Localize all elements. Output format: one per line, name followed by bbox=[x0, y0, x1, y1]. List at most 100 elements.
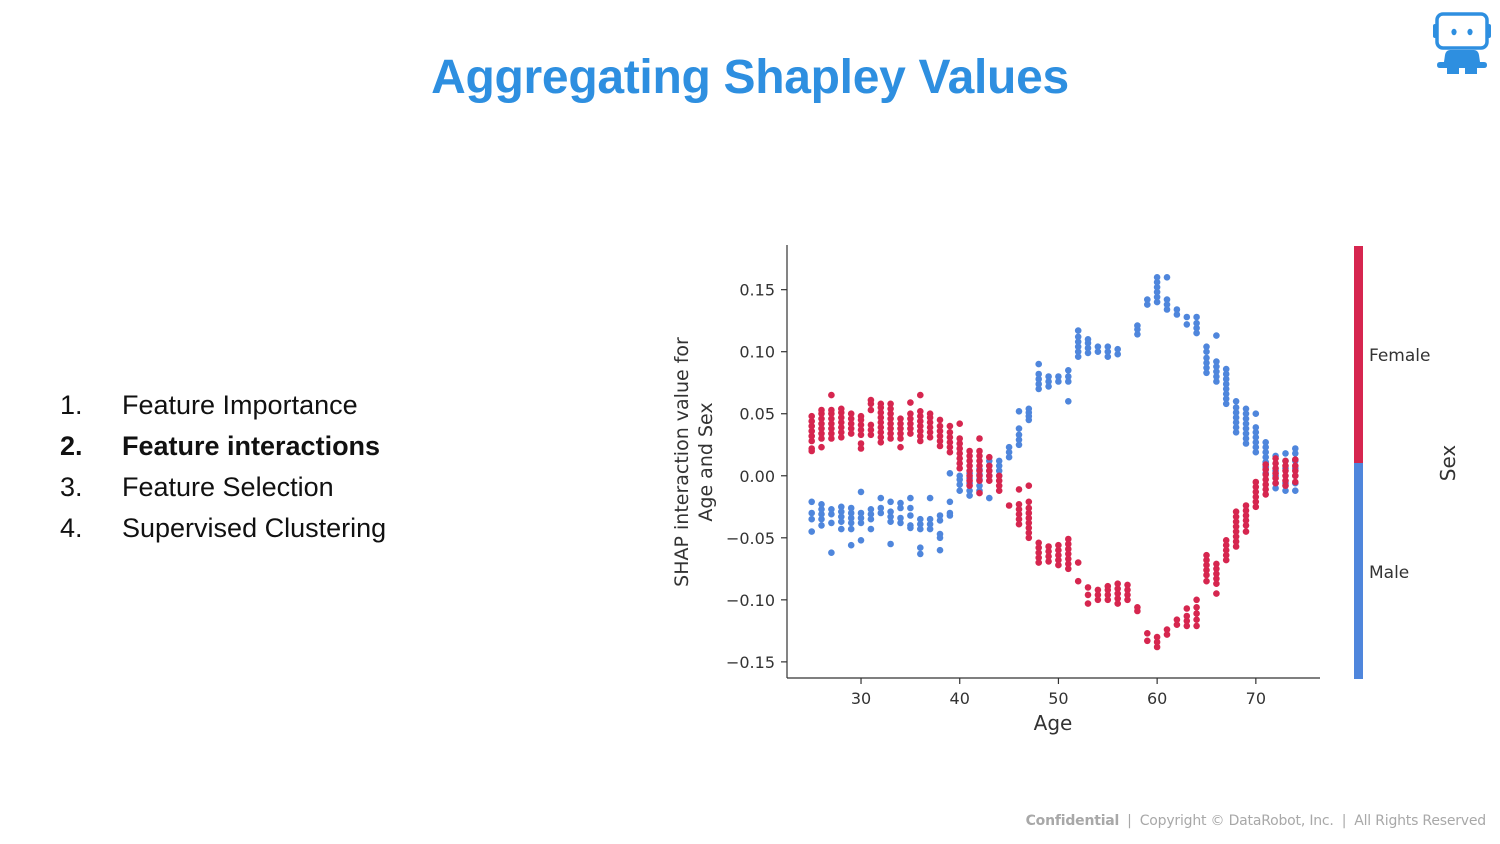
point-male bbox=[1193, 329, 1200, 337]
point-female bbox=[1025, 498, 1033, 506]
point-male bbox=[1153, 288, 1161, 296]
point-male bbox=[857, 519, 865, 527]
point-male bbox=[887, 513, 894, 520]
point-male bbox=[877, 509, 885, 517]
point-female bbox=[828, 425, 835, 432]
point-female bbox=[1262, 476, 1269, 483]
point-male bbox=[1074, 343, 1082, 351]
point-male bbox=[926, 515, 934, 523]
point-male bbox=[1084, 336, 1092, 343]
point-female bbox=[828, 415, 835, 423]
point-female bbox=[1193, 596, 1200, 604]
point-female bbox=[877, 424, 885, 431]
point-male bbox=[936, 517, 944, 524]
agenda-label: Feature Importance bbox=[122, 390, 358, 420]
point-male bbox=[1163, 306, 1171, 313]
point-male bbox=[1065, 367, 1072, 374]
point-male bbox=[847, 519, 855, 527]
point-male bbox=[936, 512, 944, 519]
point-female bbox=[1153, 638, 1161, 646]
point-female bbox=[808, 437, 815, 445]
point-male bbox=[808, 528, 815, 535]
point-male bbox=[1203, 364, 1210, 372]
colorbar-title: Sex bbox=[1436, 445, 1460, 482]
point-female bbox=[1035, 554, 1042, 561]
point-male bbox=[1193, 313, 1200, 321]
point-female bbox=[995, 472, 1003, 480]
point-female bbox=[1193, 610, 1200, 617]
point-male bbox=[1035, 380, 1042, 388]
point-male bbox=[1222, 395, 1230, 403]
point-male bbox=[1252, 443, 1260, 451]
point-female bbox=[867, 426, 875, 434]
point-male bbox=[1074, 327, 1082, 334]
point-female bbox=[1232, 523, 1240, 530]
point-female bbox=[1213, 590, 1220, 597]
point-female bbox=[1163, 626, 1171, 633]
x-tick-label: 60 bbox=[1147, 689, 1167, 708]
point-female bbox=[946, 448, 954, 456]
point-female bbox=[1163, 631, 1171, 638]
point-male bbox=[1292, 445, 1299, 452]
point-female bbox=[1272, 455, 1279, 462]
point-female bbox=[818, 443, 825, 451]
point-male bbox=[847, 541, 855, 549]
point-female bbox=[1084, 584, 1092, 591]
point-female bbox=[877, 419, 885, 426]
point-female bbox=[926, 424, 934, 431]
slide-title: Aggregating Shapley Values bbox=[431, 51, 1069, 104]
point-female bbox=[818, 415, 825, 423]
point-male bbox=[1005, 453, 1013, 461]
point-female bbox=[1134, 604, 1141, 611]
point-female bbox=[1232, 513, 1240, 520]
point-male bbox=[1232, 424, 1240, 431]
point-female bbox=[1045, 558, 1052, 565]
point-female bbox=[956, 420, 963, 428]
point-male bbox=[1252, 434, 1260, 441]
point-female bbox=[847, 410, 855, 418]
point-male bbox=[917, 550, 924, 558]
point-male bbox=[1222, 400, 1230, 408]
point-male bbox=[1153, 278, 1161, 286]
point-female bbox=[857, 426, 865, 434]
point-male bbox=[1074, 353, 1082, 361]
point-male bbox=[887, 508, 894, 515]
point-male bbox=[907, 524, 914, 532]
point-male bbox=[877, 504, 885, 512]
agenda-number: 2. bbox=[60, 431, 83, 461]
point-male bbox=[1232, 404, 1240, 411]
point-female bbox=[838, 405, 845, 413]
point-male bbox=[887, 498, 894, 506]
point-male bbox=[867, 510, 875, 518]
point-female bbox=[1242, 502, 1250, 509]
point-male bbox=[1272, 484, 1279, 492]
point-male bbox=[1035, 370, 1042, 378]
point-male bbox=[1292, 450, 1299, 457]
point-female bbox=[907, 430, 914, 437]
point-female bbox=[1203, 556, 1210, 564]
point-male bbox=[1144, 301, 1151, 308]
point-female bbox=[1153, 633, 1161, 641]
colorbar-label-female: Female bbox=[1369, 346, 1430, 366]
point-female bbox=[1282, 462, 1289, 470]
point-male bbox=[907, 494, 914, 502]
point-female bbox=[1025, 482, 1033, 490]
point-female bbox=[1292, 467, 1299, 475]
point-female bbox=[838, 429, 845, 436]
point-male bbox=[867, 506, 875, 513]
point-female bbox=[956, 465, 963, 472]
point-female bbox=[966, 472, 973, 480]
point-male bbox=[818, 522, 825, 529]
point-female bbox=[946, 439, 954, 446]
point-female bbox=[936, 432, 944, 440]
agenda-item-active: 2. Feature interactions bbox=[60, 426, 386, 467]
point-male bbox=[1203, 343, 1210, 351]
point-female bbox=[1262, 471, 1269, 478]
point-female bbox=[1193, 604, 1200, 611]
colorbar-female-segment bbox=[1354, 246, 1363, 463]
point-male bbox=[1015, 425, 1023, 432]
point-female bbox=[818, 430, 825, 437]
point-male bbox=[1173, 311, 1181, 318]
point-female bbox=[1282, 472, 1289, 480]
point-male bbox=[1035, 375, 1042, 383]
